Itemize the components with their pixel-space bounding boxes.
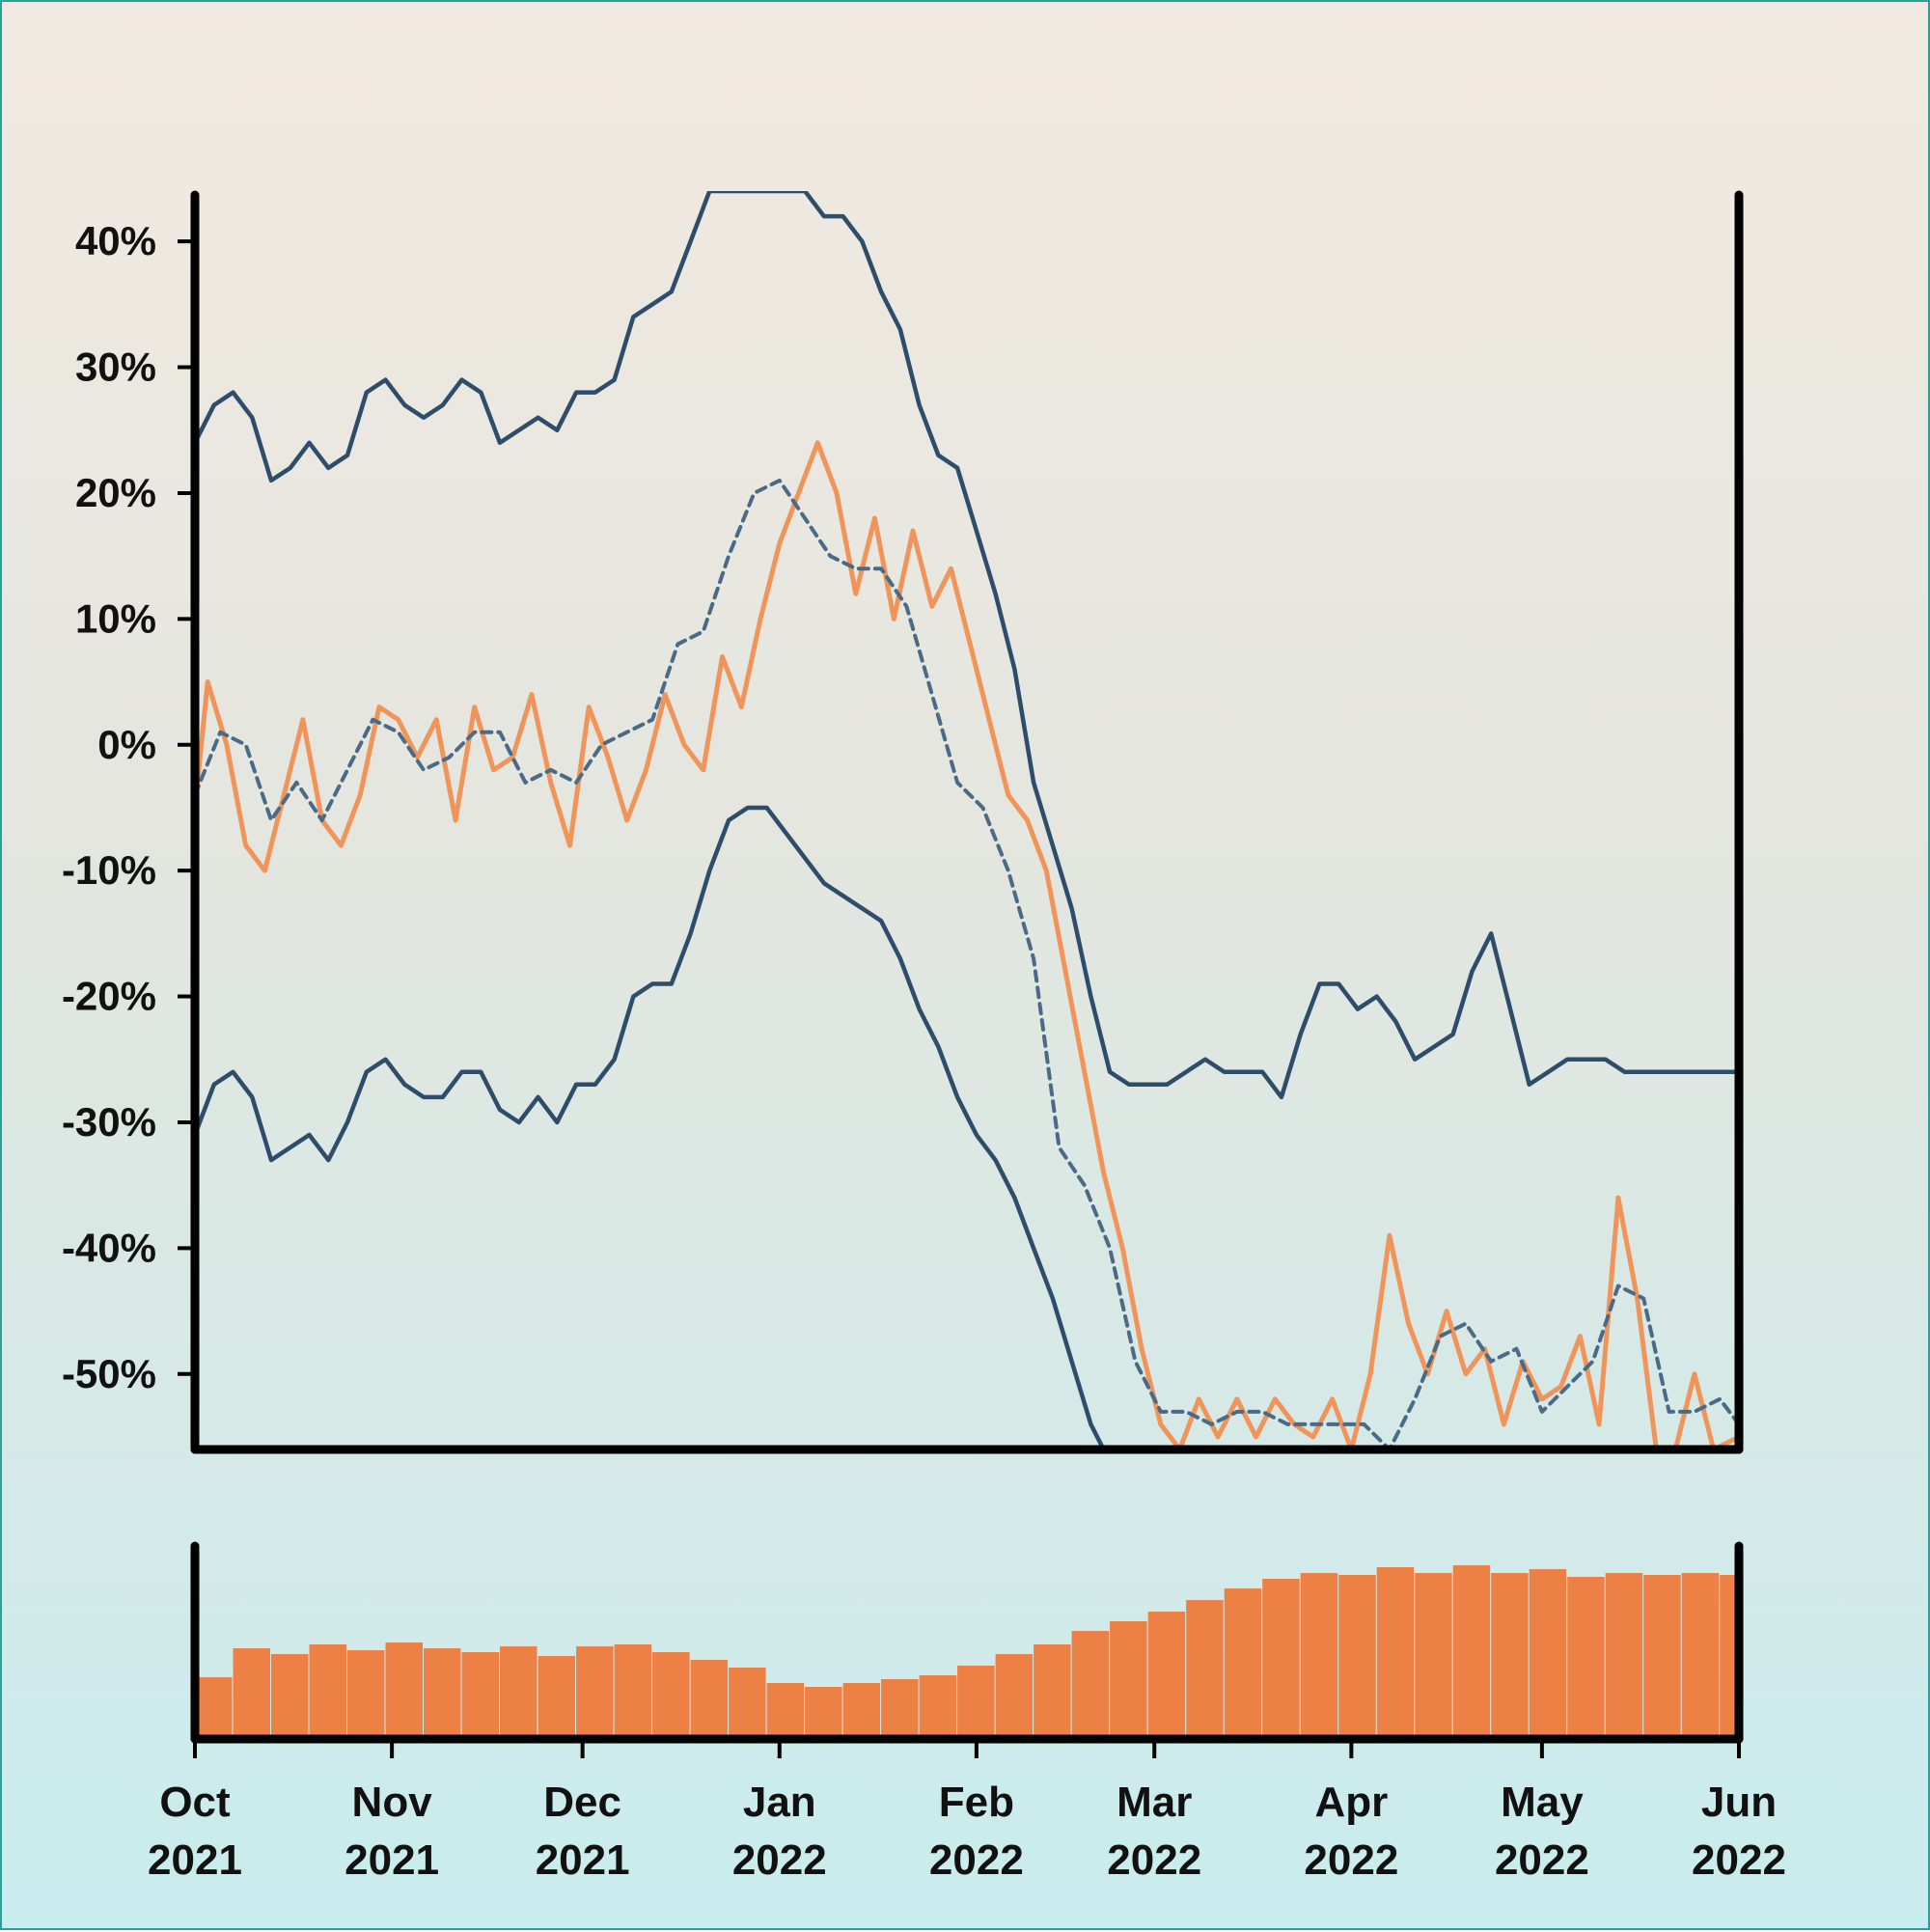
volume-bar	[233, 1648, 270, 1739]
x-tick-year-label: 2022	[732, 1836, 827, 1884]
lower-band-line	[195, 805, 1106, 1449]
volume-bar	[729, 1668, 766, 1739]
volume-bar	[195, 1677, 233, 1739]
x-tick-year-label: 2022	[1692, 1836, 1786, 1884]
volume-bar	[614, 1644, 652, 1739]
volume-bars	[195, 1554, 1741, 1739]
volume-bar	[1147, 1612, 1186, 1739]
volume-bar	[1338, 1575, 1376, 1739]
volume-bar	[461, 1652, 499, 1739]
y-tick-label: -50%	[62, 1351, 156, 1396]
y-tick-label: 30%	[75, 345, 156, 390]
volume-bar	[309, 1644, 346, 1739]
x-tick-month-label: Nov	[352, 1779, 433, 1826]
x-tick-year-label: 2022	[1304, 1836, 1398, 1884]
volume-bar	[957, 1666, 995, 1739]
volume-bar	[347, 1650, 385, 1739]
y-tick-label: 10%	[75, 595, 156, 641]
y-tick-label: -20%	[62, 974, 156, 1019]
x-tick-year-label: 2021	[148, 1836, 242, 1884]
axes-frame	[190, 190, 1744, 1744]
x-tick-month-label: Apr	[1314, 1779, 1388, 1826]
x-tick-month-label: Oct	[159, 1779, 231, 1826]
volume-bar	[271, 1654, 309, 1739]
volume-bar	[919, 1675, 957, 1739]
y-tick-label: -30%	[62, 1099, 156, 1145]
volume-bar	[995, 1654, 1034, 1739]
x-tick-month-label: Jun	[1701, 1779, 1777, 1826]
volume-bar	[1720, 1575, 1738, 1739]
volume-bar	[385, 1642, 423, 1739]
volume-bar	[1491, 1573, 1529, 1739]
volume-bar	[842, 1683, 881, 1739]
volume-bar	[1415, 1573, 1452, 1739]
volume-bar	[766, 1683, 805, 1739]
y-tick-label: 40%	[75, 218, 156, 263]
volume-bar	[1071, 1631, 1110, 1739]
x-tick-month-label: Dec	[543, 1779, 621, 1826]
volume-bar	[1605, 1573, 1643, 1739]
volume-bar	[805, 1687, 842, 1739]
x-tick-year-label: 2021	[536, 1836, 630, 1884]
x-tick-year-label: 2022	[1495, 1836, 1589, 1884]
x-tick-month-label: Feb	[939, 1779, 1014, 1826]
volume-bar	[1186, 1600, 1224, 1739]
volume-bar	[881, 1679, 919, 1739]
volume-bar	[1110, 1621, 1147, 1739]
volume-bar	[576, 1646, 614, 1739]
x-tick-year-label: 2022	[1107, 1836, 1201, 1884]
x-tick-month-label: Mar	[1117, 1779, 1192, 1826]
y-tick-label: -40%	[62, 1225, 156, 1270]
price-line	[195, 440, 1739, 1449]
volume-bar	[1643, 1575, 1681, 1739]
x-tick-year-label: 2021	[345, 1836, 439, 1884]
volume-bar	[538, 1656, 576, 1739]
volume-bar	[1681, 1573, 1720, 1739]
x-tick-year-label: 2022	[929, 1836, 1024, 1884]
volume-bar	[1529, 1569, 1567, 1739]
volume-bar	[652, 1652, 690, 1739]
volume-bar	[500, 1646, 538, 1739]
series-lines	[195, 191, 1739, 1449]
upper-band-line	[195, 191, 1739, 1100]
volume-bar	[1224, 1588, 1262, 1739]
x-tick-month-label: May	[1501, 1779, 1584, 1826]
y-tick-label: 20%	[75, 470, 156, 515]
volume-bar	[1300, 1573, 1338, 1739]
volume-bar	[690, 1660, 729, 1739]
volume-bar	[1262, 1579, 1300, 1739]
y-tick-label: -10%	[62, 847, 156, 893]
volume-bar	[1567, 1577, 1605, 1739]
volume-bar	[1376, 1567, 1415, 1739]
volume-bar	[424, 1648, 461, 1739]
moving-average-line	[195, 478, 1739, 1449]
y-tick-label: 0%	[97, 722, 156, 767]
volume-bar	[1452, 1565, 1491, 1739]
y-axis: 40% 30% 20% 10% 0% -10% -20% -30% -40% -50%	[62, 218, 195, 1396]
x-tick-month-label: Jan	[743, 1779, 816, 1826]
x-axis: Oct 2021 Nov 2021 Dec 2021 Jan 2022 Feb 2022 Mar 20…	[148, 1739, 1786, 1884]
volume-bar	[1034, 1644, 1071, 1739]
